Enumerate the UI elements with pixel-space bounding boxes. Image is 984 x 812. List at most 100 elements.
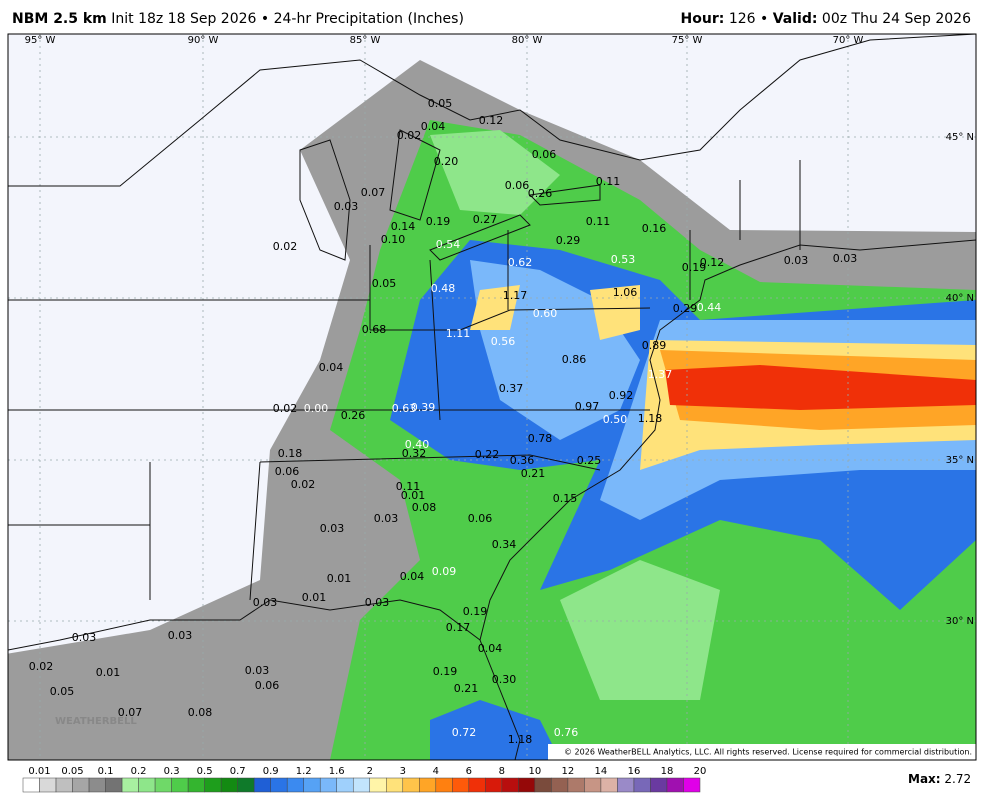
value-label: 0.48 <box>431 282 456 295</box>
legend-swatch <box>386 777 404 793</box>
legend-swatch <box>518 777 536 793</box>
value-label: 0.06 <box>532 148 557 161</box>
legend-swatch <box>138 777 156 793</box>
value-label: 1.37 <box>648 368 673 381</box>
hour: 126 <box>729 11 756 27</box>
value-label: 0.21 <box>454 682 479 695</box>
value-label: 0.16 <box>642 222 667 235</box>
value-label: 1.11 <box>446 327 471 340</box>
max-value: 2.72 <box>944 772 971 786</box>
value-label: 0.01 <box>401 489 426 502</box>
value-label: 0.03 <box>784 254 809 267</box>
legend-swatch <box>286 777 304 793</box>
precip-red <box>665 365 976 410</box>
map: 95° W 90° W 85° W 80° W 75° W 70° W 45° N 40° N… <box>8 34 976 760</box>
legend-swatch <box>55 777 73 793</box>
value-label: 0.02 <box>273 240 298 253</box>
value-label: 0.60 <box>533 307 558 320</box>
legend-swatch <box>319 777 337 793</box>
value-label: 0.25 <box>577 454 602 467</box>
init: Init 18z 18 Sep 2026 <box>111 11 256 27</box>
value-label: 0.10 <box>381 233 406 246</box>
legend-swatch <box>72 777 90 793</box>
value-label: 1.06 <box>613 286 638 299</box>
legend-swatch <box>534 777 552 793</box>
value-label: 0.50 <box>603 413 628 426</box>
value-labels: 0.050.04 0.120.020.060.200.070.060.260.11… <box>29 97 858 746</box>
value-label: 0.05 <box>372 277 397 290</box>
value-label: 0.09 <box>432 565 457 578</box>
value-label: 0.06 <box>468 512 493 525</box>
value-label: 0.03 <box>245 664 270 677</box>
legend-swatch <box>171 777 189 793</box>
value-label: 0.04 <box>400 570 425 583</box>
legend-label: 14 <box>595 766 608 777</box>
value-label: 0.54 <box>436 238 461 251</box>
legend-swatch <box>419 777 437 793</box>
value-label: 0.36 <box>510 454 535 467</box>
legend-label: 20 <box>694 766 707 777</box>
legend-swatch <box>187 777 205 793</box>
copyright: © 2026 WeatherBELL Analytics, LLC. All r… <box>564 748 972 757</box>
value-label: 0.29 <box>673 302 698 315</box>
border-canada <box>8 34 976 187</box>
model: NBM 2.5 km <box>12 11 107 27</box>
value-label: 0.06 <box>255 679 280 692</box>
value-label: 0.02 <box>273 402 298 415</box>
legend-label: 18 <box>661 766 674 777</box>
value-label: 0.56 <box>491 335 516 348</box>
graticule: 95° W 90° W 85° W 80° W 75° W 70° W 45° N 40° N… <box>8 34 976 760</box>
legend-swatch <box>452 777 470 793</box>
value-label: 0.04 <box>319 361 344 374</box>
precip-light-green <box>430 130 720 700</box>
lat-label: 45° N <box>946 132 974 143</box>
legend-swatch <box>270 777 288 793</box>
value-label: 0.26 <box>341 409 366 422</box>
value-label: 0.04 <box>478 642 503 655</box>
value-label: 0.15 <box>553 492 578 505</box>
legend-swatch <box>88 777 106 793</box>
lon-label: 95° W <box>25 35 56 46</box>
legend-swatch <box>666 777 684 793</box>
value-label: 0.11 <box>586 215 611 228</box>
value-label: 0.14 <box>391 220 416 233</box>
bullet: • <box>760 11 768 27</box>
value-label: 0.07 <box>361 186 386 199</box>
value-label: 0.08 <box>412 501 437 514</box>
value-label: 0.78 <box>528 432 553 445</box>
value-label: 1.17 <box>503 289 528 302</box>
lon-label: 90° W <box>188 35 219 46</box>
legend-swatch <box>303 777 321 793</box>
value-label: 0.19 <box>433 665 458 678</box>
hour-label: Hour: <box>681 11 725 27</box>
legend-swatch <box>633 777 651 793</box>
lon-label: 85° W <box>350 35 381 46</box>
value-label: 0.30 <box>492 673 517 686</box>
value-label: 0.20 <box>434 155 459 168</box>
legend-swatch <box>551 777 569 793</box>
value-label: 0.03 <box>253 596 278 609</box>
legend-label: 0.7 <box>230 766 246 777</box>
legend-label: 0.5 <box>197 766 213 777</box>
logo: WEATHERBELL <box>55 716 137 727</box>
state-borders <box>8 160 801 601</box>
lon-label: 70° W <box>833 35 864 46</box>
legend-swatch <box>435 777 453 793</box>
lat-label: 40° N <box>946 293 974 304</box>
value-label: 0.72 <box>452 726 477 739</box>
value-label: 0.06 <box>505 179 530 192</box>
lat-label: 35° N <box>946 455 974 466</box>
value-label: 0.22 <box>475 448 500 461</box>
value-label: 0.97 <box>575 400 600 413</box>
value-label: 1.18 <box>638 412 663 425</box>
value-label: 0.86 <box>562 353 587 366</box>
legend-label: 0.01 <box>28 766 50 777</box>
legend-swatch <box>567 777 585 793</box>
legend-swatch <box>617 777 635 793</box>
legend-label: 0.3 <box>164 766 180 777</box>
legend-label: 6 <box>466 766 472 777</box>
value-label: 0.68 <box>362 323 387 336</box>
legend-swatch <box>39 777 57 793</box>
value-label: 0.11 <box>596 175 621 188</box>
